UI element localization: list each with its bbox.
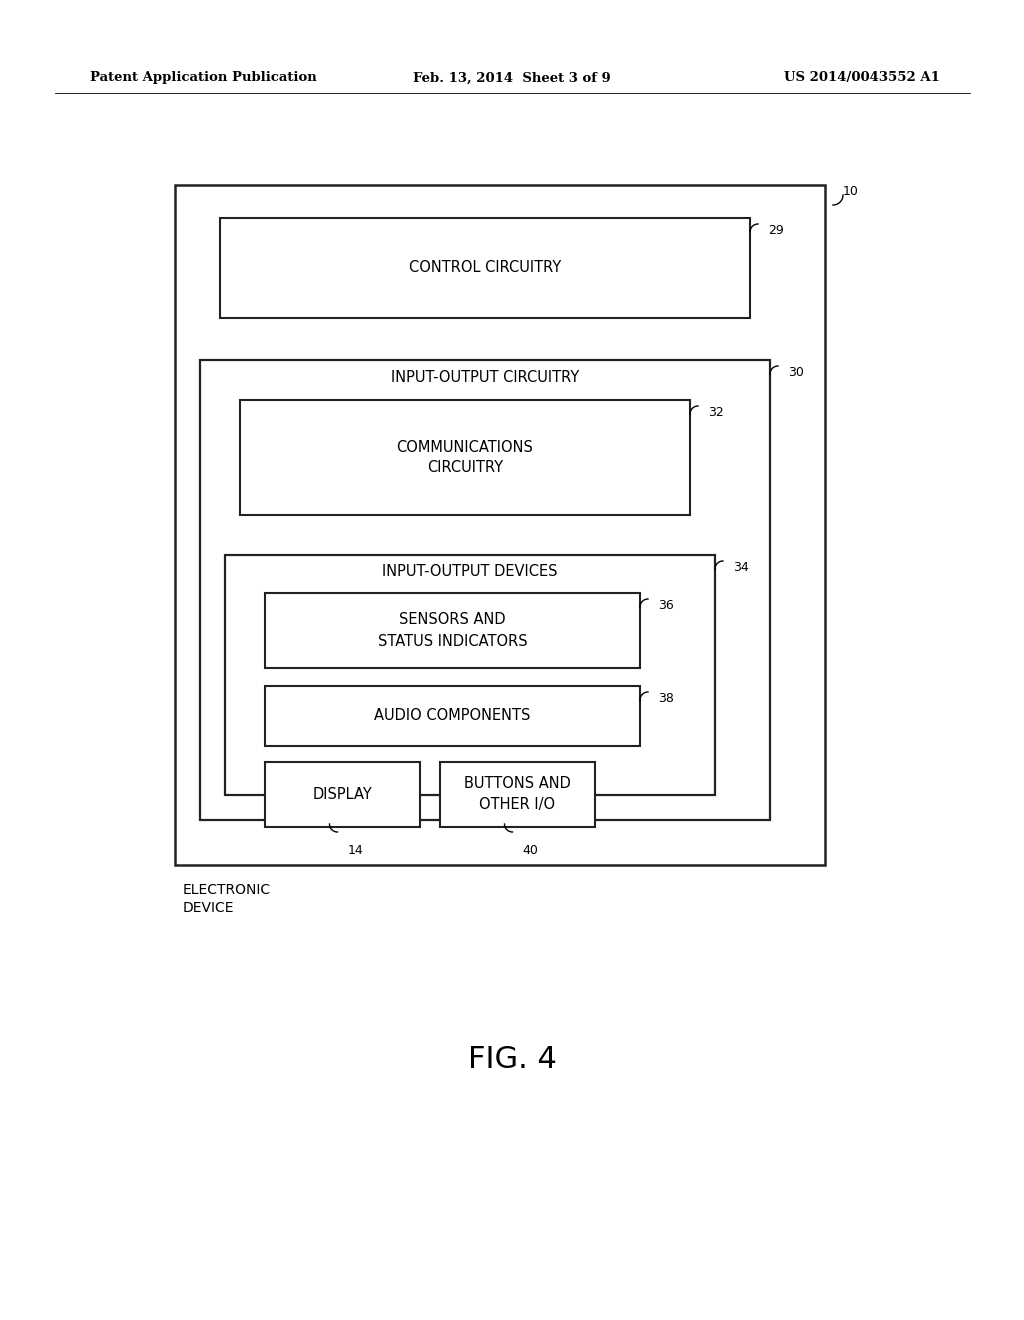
Text: AUDIO COMPONENTS: AUDIO COMPONENTS xyxy=(375,709,530,723)
Text: INPUT-OUTPUT DEVICES: INPUT-OUTPUT DEVICES xyxy=(382,565,558,579)
Text: INPUT-OUTPUT CIRCUITRY: INPUT-OUTPUT CIRCUITRY xyxy=(391,371,580,385)
Text: 32: 32 xyxy=(708,407,724,418)
Bar xyxy=(440,762,595,828)
Bar xyxy=(265,762,420,828)
Bar xyxy=(175,185,825,865)
Text: 29: 29 xyxy=(768,224,783,238)
Text: FIG. 4: FIG. 4 xyxy=(468,1045,556,1074)
Text: 40: 40 xyxy=(522,843,539,857)
Text: 14: 14 xyxy=(347,843,364,857)
Text: ELECTRONIC
DEVICE: ELECTRONIC DEVICE xyxy=(183,883,271,915)
Text: BUTTONS AND
OTHER I/O: BUTTONS AND OTHER I/O xyxy=(464,776,571,813)
Text: CONTROL CIRCUITRY: CONTROL CIRCUITRY xyxy=(409,260,561,276)
Text: 30: 30 xyxy=(788,366,804,379)
Bar xyxy=(200,360,770,820)
Text: Patent Application Publication: Patent Application Publication xyxy=(90,71,316,84)
Text: COMMUNICATIONS
CIRCUITRY: COMMUNICATIONS CIRCUITRY xyxy=(396,440,534,475)
Bar xyxy=(240,400,690,515)
Text: Feb. 13, 2014  Sheet 3 of 9: Feb. 13, 2014 Sheet 3 of 9 xyxy=(413,71,611,84)
Text: 10: 10 xyxy=(843,185,859,198)
Text: 36: 36 xyxy=(658,599,674,612)
Bar xyxy=(225,554,715,795)
Bar xyxy=(265,686,640,746)
Text: DISPLAY: DISPLAY xyxy=(312,787,373,803)
Text: 34: 34 xyxy=(733,561,749,574)
Text: US 2014/0043552 A1: US 2014/0043552 A1 xyxy=(784,71,940,84)
Text: 38: 38 xyxy=(658,692,674,705)
Bar xyxy=(220,218,750,318)
Text: SENSORS AND
STATUS INDICATORS: SENSORS AND STATUS INDICATORS xyxy=(378,612,527,648)
Bar xyxy=(265,593,640,668)
